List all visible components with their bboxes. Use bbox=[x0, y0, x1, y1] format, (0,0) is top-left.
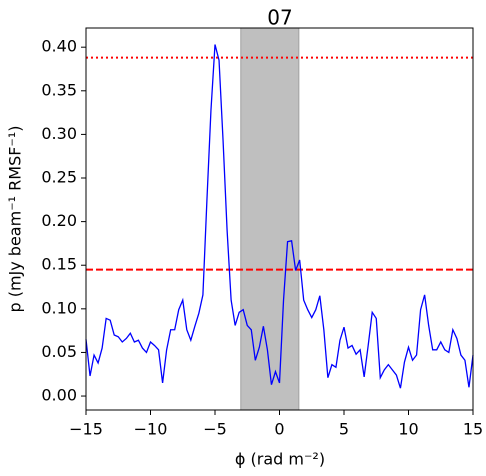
x-tick-label: 15 bbox=[463, 420, 483, 439]
y-tick-label: 0.25 bbox=[41, 168, 77, 187]
y-axis-label: p (mJy beam⁻¹ RMSF⁻¹) bbox=[6, 125, 25, 312]
y-tick-label: 0.05 bbox=[41, 342, 77, 361]
shaded-span bbox=[240, 27, 300, 411]
x-tick-label: 10 bbox=[398, 420, 418, 439]
x-tick-label: −5 bbox=[203, 420, 227, 439]
x-tick-label: −15 bbox=[69, 420, 103, 439]
y-tick-label: 0.00 bbox=[41, 386, 77, 405]
y-tick-label: 0.30 bbox=[41, 124, 77, 143]
y-tick-label: 0.40 bbox=[41, 37, 77, 56]
chart-title: 07 bbox=[267, 6, 292, 30]
x-tick-label: −10 bbox=[134, 420, 168, 439]
x-axis-label: ϕ (rad m⁻²) bbox=[235, 450, 325, 469]
y-tick-label: 0.20 bbox=[41, 211, 77, 230]
x-tick-label: 0 bbox=[274, 420, 284, 439]
y-tick-label: 0.15 bbox=[41, 255, 77, 274]
y-tick-label: 0.10 bbox=[41, 298, 77, 317]
x-tick-label: 5 bbox=[339, 420, 349, 439]
y-tick-label: 0.35 bbox=[41, 80, 77, 99]
data-line bbox=[85, 44, 474, 389]
